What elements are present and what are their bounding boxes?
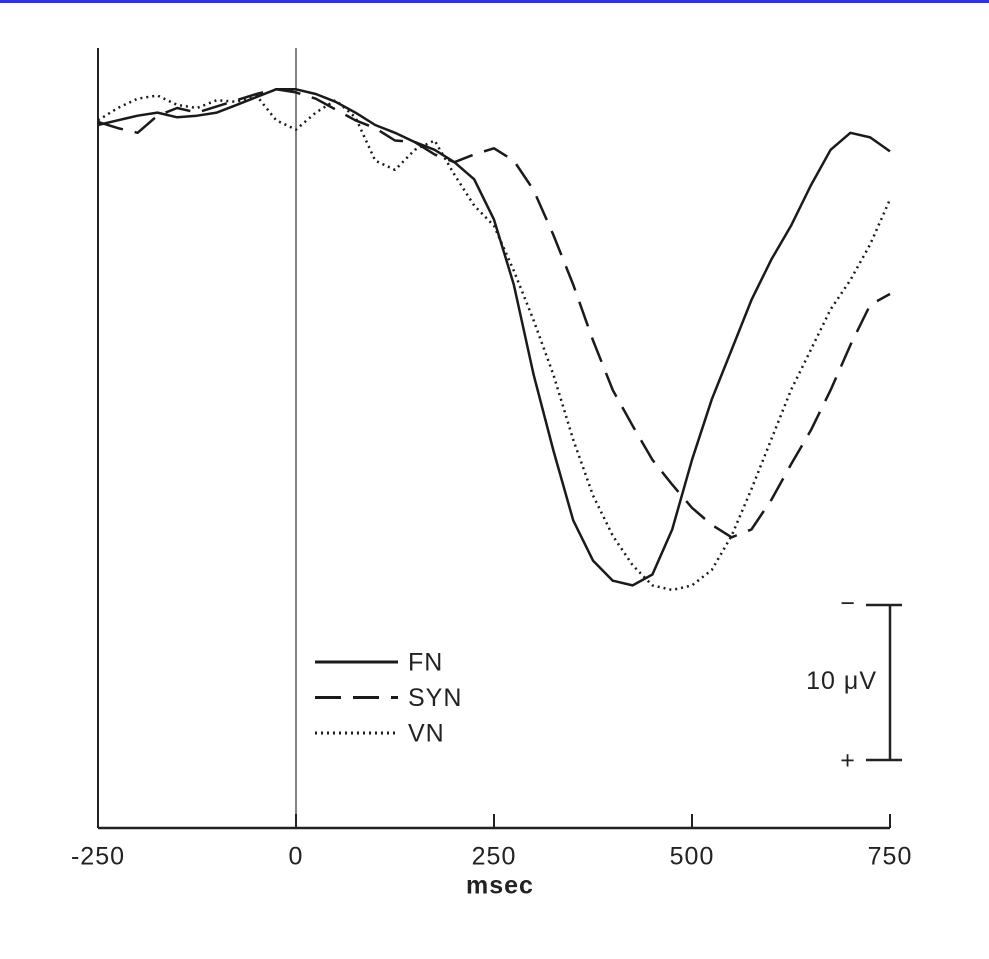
x-tick-label: -250	[71, 843, 125, 871]
series-line	[97, 88, 891, 539]
legend-label: SYN	[408, 684, 462, 712]
scale-bar-bottom-label: +	[840, 747, 856, 775]
scale-bar-top-label: −	[840, 590, 856, 618]
legend-label: FN	[408, 649, 443, 677]
legend-label: VN	[408, 720, 445, 748]
series-line	[97, 88, 891, 587]
series-line	[97, 94, 892, 592]
scale-bar-label: 10 μV	[806, 667, 877, 695]
x-tick-label: 250	[472, 843, 517, 871]
x-axis-label: msec	[466, 872, 534, 900]
x-tick-label: 0	[289, 843, 304, 871]
x-tick-label: 750	[868, 843, 913, 871]
x-tick-label: 500	[670, 843, 715, 871]
top-border	[0, 0, 989, 3]
